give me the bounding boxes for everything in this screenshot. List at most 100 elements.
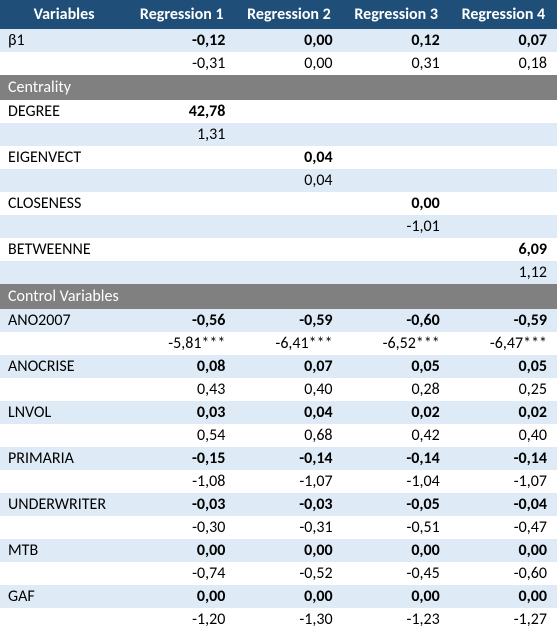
cell: -6,41*** (235, 332, 342, 355)
cell (235, 238, 342, 261)
cell: 0,05 (450, 355, 557, 378)
cell: -0,12 (128, 29, 235, 52)
cell (128, 169, 235, 192)
cell: -6,47*** (450, 332, 557, 355)
cell: -0,45 (343, 562, 450, 585)
row-label: UNDERWRITER (0, 493, 128, 516)
cell (343, 146, 450, 169)
cell: 0,08 (128, 355, 235, 378)
row-label: LNVOL (0, 401, 128, 424)
col-variables: Variables (0, 0, 128, 29)
cell: -1,04 (343, 470, 450, 493)
table-row-ano2007: ANO2007-0,56-0,59-0,60-0,59 (0, 309, 557, 332)
cell: 42,78 (128, 100, 235, 123)
cell: -0,59 (450, 309, 557, 332)
cell: 6,09 (450, 238, 557, 261)
cell: 0,00 (450, 539, 557, 562)
cell (235, 123, 342, 146)
cell (235, 100, 342, 123)
table-row-gaf-sub: -1,20-1,30-1,23-1,27 (0, 608, 557, 631)
cell: -0,14 (450, 447, 557, 470)
cell (343, 238, 450, 261)
table-row-mtb: MTB0,000,000,000,00 (0, 539, 557, 562)
cell: 0,04 (235, 146, 342, 169)
cell: 0,04 (235, 401, 342, 424)
table-row-mtb-sub: -0,74-0,52-0,45-0,60 (0, 562, 557, 585)
row-label: ANO2007 (0, 309, 128, 332)
cell: 0,00 (235, 585, 342, 608)
cell (450, 192, 557, 215)
cell (128, 238, 235, 261)
row-label (0, 52, 128, 75)
table-row-eigen-sub: 0,04 (0, 169, 557, 192)
table-row-eigen: EIGENVECT0,04 (0, 146, 557, 169)
cell: 0,54 (128, 424, 235, 447)
cell: -1,07 (235, 470, 342, 493)
cell: 0,31 (343, 52, 450, 75)
row-label (0, 123, 128, 146)
row-label (0, 562, 128, 585)
table-row-close: CLOSENESS 0,00 (0, 192, 557, 215)
regression-table: Variables Regression 1 Regression 2 Regr… (0, 0, 557, 631)
cell (450, 215, 557, 238)
cell (343, 100, 450, 123)
table-row-underwriter: UNDERWRITER-0,03-0,03-0,05-0,04 (0, 493, 557, 516)
cell: 0,04 (235, 169, 342, 192)
table-row-beta1: β1-0,120,000,120,07 (0, 29, 557, 52)
cell: 0,03 (128, 401, 235, 424)
cell: 0,68 (235, 424, 342, 447)
cell: 0,18 (450, 52, 557, 75)
cell: -1,08 (128, 470, 235, 493)
cell: -5,81*** (128, 332, 235, 355)
cell: -0,59 (235, 309, 342, 332)
cell: 0,05 (343, 355, 450, 378)
row-label: CLOSENESS (0, 192, 128, 215)
row-label: MTB (0, 539, 128, 562)
table-row-lnvol-sub: 0,540,680,420,40 (0, 424, 557, 447)
cell: -6,52*** (343, 332, 450, 355)
cell (450, 169, 557, 192)
cell: 1,12 (450, 261, 557, 284)
col-regression-2: Regression 2 (235, 0, 342, 29)
cell (343, 123, 450, 146)
cell (343, 169, 450, 192)
cell (128, 192, 235, 215)
cell (128, 146, 235, 169)
table-row-ano2007-sub: -5,81***-6,41***-6,52***-6,47*** (0, 332, 557, 355)
row-label: GAF (0, 585, 128, 608)
row-label: ANOCRISE (0, 355, 128, 378)
cell: 0,00 (128, 539, 235, 562)
cell: 1,31 (128, 123, 235, 146)
cell: -0,47 (450, 516, 557, 539)
cell: 0,00 (343, 192, 450, 215)
cell: 0,40 (235, 378, 342, 401)
cell: -0,31 (235, 516, 342, 539)
cell: -0,14 (343, 447, 450, 470)
cell: -0,30 (128, 516, 235, 539)
cell (450, 146, 557, 169)
cell (235, 192, 342, 215)
row-label (0, 378, 128, 401)
cell: -0,03 (235, 493, 342, 516)
cell: 0,43 (128, 378, 235, 401)
table-row-betw: BETWEENNE6,09 (0, 238, 557, 261)
table-row-degree: DEGREE42,78 (0, 100, 557, 123)
cell: -0,31 (128, 52, 235, 75)
cell: -0,14 (235, 447, 342, 470)
cell: -1,30 (235, 608, 342, 631)
cell: 0,00 (235, 539, 342, 562)
col-regression-4: Regression 4 (450, 0, 557, 29)
table-row-gaf: GAF0,000,000,000,00 (0, 585, 557, 608)
col-regression-3: Regression 3 (343, 0, 450, 29)
table-row-primaria-sub: -1,08-1,07-1,04-1,07 (0, 470, 557, 493)
row-label: β1 (0, 29, 128, 52)
table-row-lnvol: LNVOL0,030,040,020,02 (0, 401, 557, 424)
table-row-betw-sub: 1,12 (0, 261, 557, 284)
cell (450, 123, 557, 146)
row-label (0, 215, 128, 238)
row-label (0, 169, 128, 192)
cell: 0,00 (343, 539, 450, 562)
cell (128, 261, 235, 284)
cell: 0,42 (343, 424, 450, 447)
cell: -1,20 (128, 608, 235, 631)
